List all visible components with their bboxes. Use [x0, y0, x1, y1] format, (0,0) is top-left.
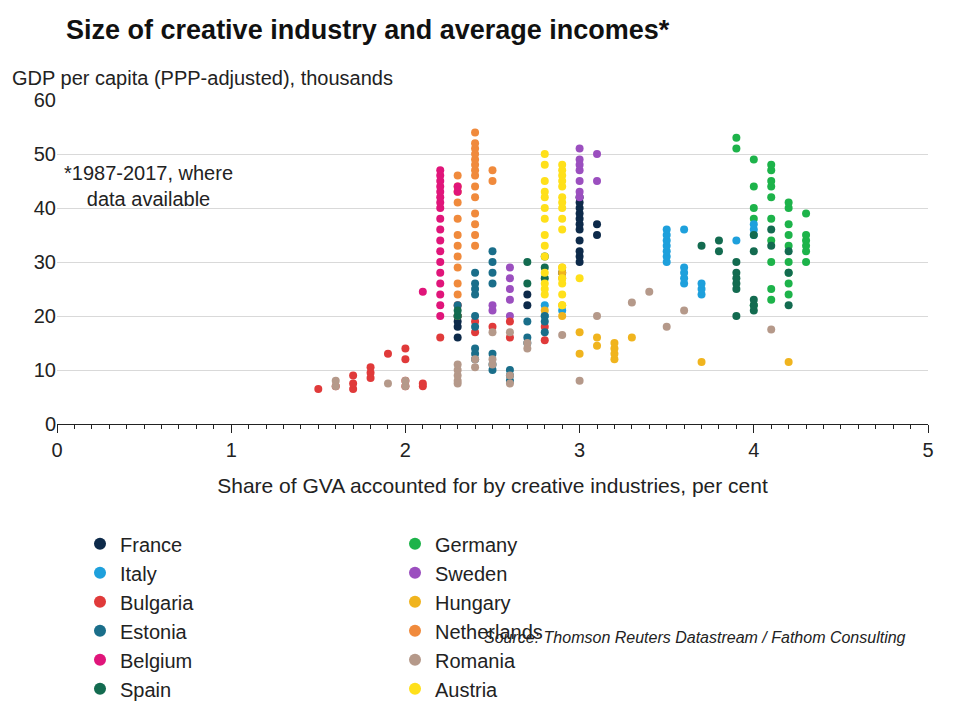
svg-text:Italy: Italy [120, 563, 157, 585]
svg-text:3: 3 [574, 439, 585, 461]
svg-text:Belgium: Belgium [120, 650, 192, 672]
svg-text:Estonia: Estonia [120, 621, 188, 643]
svg-text:Germany: Germany [435, 534, 517, 556]
svg-text:40: 40 [34, 197, 56, 219]
svg-text:Sweden: Sweden [435, 563, 507, 585]
svg-text:60: 60 [34, 89, 56, 111]
svg-text:10: 10 [34, 359, 56, 381]
svg-text:4: 4 [748, 439, 759, 461]
svg-text:1: 1 [226, 439, 237, 461]
svg-text:Romania: Romania [435, 650, 516, 672]
svg-text:GDP per capita (PPP-adjusted),: GDP per capita (PPP-adjusted), thousands [12, 67, 393, 89]
svg-text:2: 2 [400, 439, 411, 461]
svg-text:Hungary: Hungary [435, 592, 511, 614]
svg-text:Source: Thomson Reuters Datast: Source: Thomson Reuters Datastream / Fat… [484, 629, 906, 646]
svg-text:20: 20 [34, 305, 56, 327]
svg-text:Austria: Austria [435, 679, 498, 701]
svg-text:Share of GVA accounted for by: Share of GVA accounted for by creative i… [217, 474, 768, 497]
svg-text:Bulgaria: Bulgaria [120, 592, 194, 614]
svg-text:50: 50 [34, 143, 56, 165]
svg-text:5: 5 [922, 439, 933, 461]
svg-text:30: 30 [34, 251, 56, 273]
svg-text:Netherlands: Netherlands [435, 621, 543, 643]
svg-text:0: 0 [51, 439, 62, 461]
svg-text:Spain: Spain [120, 679, 171, 701]
svg-text:0: 0 [45, 413, 56, 435]
svg-text:*1987-2017, wheredata availabl: *1987-2017, wheredata available [64, 162, 233, 210]
svg-text:Size of creative industry and: Size of creative industry and average in… [66, 15, 670, 45]
svg-text:France: France [120, 534, 182, 556]
